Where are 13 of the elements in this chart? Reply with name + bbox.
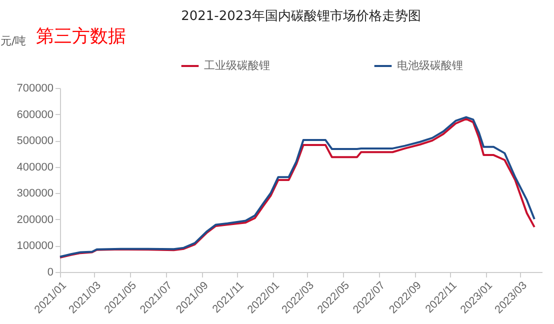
y-axis-title: 元/吨 bbox=[0, 34, 26, 48]
y-tick-label: 0 bbox=[47, 266, 54, 278]
chart-title: 2021-2023年国内碳酸锂市场价格走势图 bbox=[181, 9, 421, 24]
y-tick-label: 300000 bbox=[16, 188, 54, 200]
legend-label: 电池级碳酸锂 bbox=[397, 59, 463, 72]
y-tick-label: 500000 bbox=[16, 135, 54, 148]
y-tick-label: 400000 bbox=[16, 161, 54, 174]
y-tick-label: 600000 bbox=[16, 108, 54, 121]
y-tick-label: 200000 bbox=[16, 214, 54, 226]
legend-label: 工业级碳酸锂 bbox=[204, 59, 270, 72]
y-tick-label: 100000 bbox=[16, 240, 54, 252]
text: 第三方数据 bbox=[36, 25, 126, 48]
y-tick-label: 700000 bbox=[16, 82, 54, 94]
